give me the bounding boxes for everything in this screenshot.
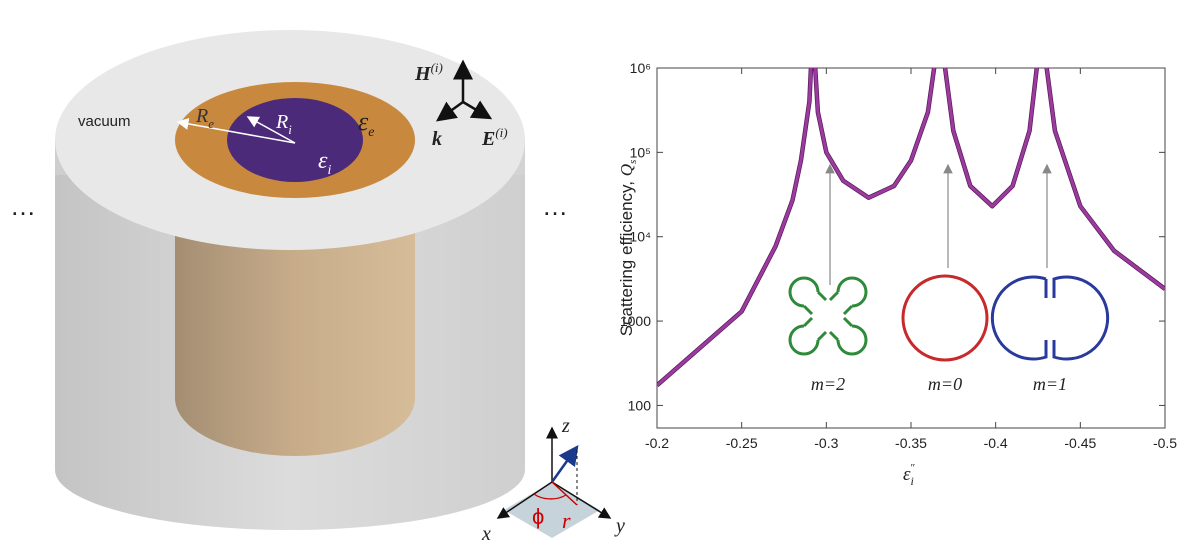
h-main: H (414, 63, 432, 85)
x-tick-label: -0.25 (726, 435, 758, 451)
h-label: H(i) (414, 60, 443, 85)
y-label: y (614, 515, 625, 537)
z-label: z (561, 415, 570, 437)
core-top (227, 98, 363, 182)
y-tick-label: 1000 (620, 313, 651, 329)
x-label-sup: ″ (910, 462, 915, 474)
eps-i-sub: i (327, 163, 331, 178)
mode-label: m=2 (811, 374, 845, 394)
vacuum-label: vacuum (78, 113, 131, 130)
y-tick-label: 100 (628, 397, 652, 413)
mode-label: m=0 (928, 374, 962, 394)
eps-i-label: εi (318, 148, 331, 178)
mode-label: m=1 (1033, 374, 1067, 394)
x-tick-label: -0.4 (984, 435, 1008, 451)
e-arrow (462, 100, 493, 120)
phi-arc (533, 493, 567, 500)
k-arrow (435, 100, 464, 122)
y-label-main: Scattering efficiency, (617, 176, 636, 336)
x-tick-label: -0.3 (814, 435, 838, 451)
ri-label: Ri (275, 111, 292, 137)
curve (657, 68, 1165, 387)
x-label: x (481, 523, 491, 545)
r-label: r (562, 508, 571, 533)
y-axis (551, 481, 612, 519)
ellipsis-left: … (10, 191, 36, 221)
mode-shapes (788, 163, 1110, 362)
phi-label: ϕ (532, 504, 544, 529)
eps-e-sub: e (368, 125, 374, 140)
xy-plane (504, 482, 600, 538)
ri-arrow (246, 116, 296, 144)
ellipsis-right: … (542, 191, 568, 221)
mode-m1 (990, 275, 1110, 361)
plot-frame (656, 67, 1166, 429)
mode-m2 (788, 276, 868, 356)
k-label: k (432, 128, 442, 150)
y-tick-label: 10⁶ (630, 60, 651, 76)
r-projection (551, 481, 578, 506)
x-axis-label: εi″ (903, 462, 915, 488)
h-sup: (i) (431, 60, 443, 75)
eps-i-main: ε (318, 148, 328, 174)
r-vector (550, 444, 579, 483)
ri-sub: i (288, 122, 292, 137)
re-sub: e (208, 116, 214, 131)
re-main: R (195, 105, 208, 127)
y-tick-label: 10⁵ (630, 144, 651, 160)
re-label: Re (195, 105, 214, 131)
cylinder-diagram: vacuum Re Ri εi εe H(i) k E(i) … … z x y… (10, 30, 625, 545)
y-axis-label: Scattering efficiency, Qs (617, 160, 639, 337)
y-label-sub: s (627, 160, 639, 164)
y-tick-label: 10⁴ (629, 229, 651, 245)
x-tick-label: -0.5 (1153, 435, 1177, 451)
eps-e-label: εe (358, 107, 374, 140)
y-label-symbol: Q (617, 164, 636, 176)
ri-main: R (275, 111, 288, 133)
eps-e-main: ε (358, 107, 369, 136)
x-tick-label: -0.35 (895, 435, 927, 451)
e-main: E (481, 128, 495, 150)
x-label-main: ε (903, 464, 911, 485)
x-label-sub: i (911, 474, 914, 488)
e-sup: (i) (495, 125, 507, 140)
e-label: E(i) (481, 125, 508, 150)
x-axis (496, 481, 553, 519)
curve-outline (657, 68, 1165, 388)
plot-area (657, 68, 1165, 388)
x-tick-label: -0.2 (645, 435, 669, 451)
mode-m0 (901, 274, 989, 362)
x-tick-label: -0.45 (1064, 435, 1096, 451)
re-arrow (176, 117, 296, 144)
